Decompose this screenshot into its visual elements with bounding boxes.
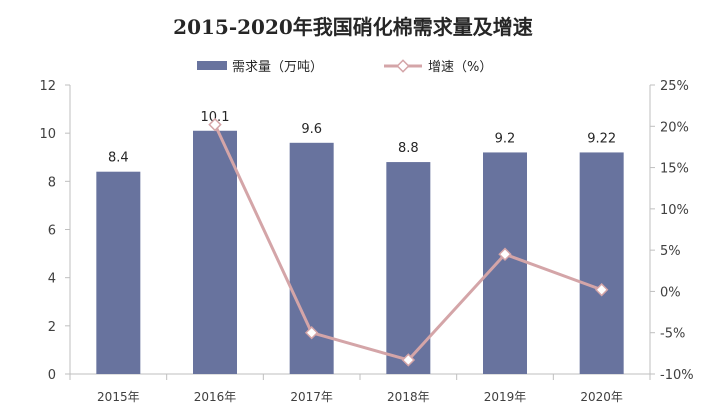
bar-data-label: 8.4	[108, 151, 129, 166]
y-right-tick-label: 20%	[660, 120, 689, 135]
bar-data-label: 8.8	[398, 141, 419, 156]
bar-series: 8.4 10.1 9.6 8.8 9.2 9.22	[96, 110, 624, 374]
y-left-tick-label: 0	[48, 368, 56, 383]
growth-line-series	[208, 117, 609, 367]
y-right-tick-label: 5%	[660, 244, 681, 259]
bar-data-label: 9.2	[495, 131, 516, 146]
legend: 需求量（万吨） 增速（%）	[197, 59, 492, 75]
bar	[193, 130, 237, 374]
growth-marker	[498, 247, 512, 261]
growth-marker	[401, 353, 416, 367]
bar	[483, 152, 527, 374]
y-right-tick-label: 0%	[660, 285, 681, 300]
x-tick-label: 2020年	[580, 390, 623, 404]
chart-title: 2015-2020年我国硝化棉需求量及增速	[173, 15, 533, 39]
bar	[386, 162, 431, 374]
y-right-tick-label: -10%	[660, 368, 694, 383]
x-tick-label: 2015年	[97, 390, 140, 404]
x-tick-label: 2017年	[290, 390, 333, 404]
legend-swatch-growth-marker	[396, 59, 410, 73]
legend-label-demand: 需求量（万吨）	[232, 60, 323, 75]
bar-data-label: 9.22	[587, 131, 616, 146]
y-right-tick-label: 15%	[660, 162, 689, 177]
bar-data-label: 10.1	[201, 110, 230, 125]
y-left-tick-label: 4	[48, 272, 56, 287]
growth-marker	[594, 283, 609, 297]
y-right-tick-label: 25%	[660, 79, 689, 94]
legend-swatch-demand	[197, 61, 227, 70]
legend-label-growth: 增速（%）	[428, 60, 492, 75]
bar-data-label: 9.6	[301, 122, 322, 137]
y-left-tick-label: 6	[48, 224, 56, 239]
bar	[96, 171, 141, 374]
axes: 0 2 4 6 8 10 12 -10% -5% 0% 5% 10% 15% 20% 25% 2015年 201…	[39, 79, 693, 404]
x-tick-label: 2016年	[194, 390, 237, 404]
y-left-tick-label: 8	[48, 175, 56, 190]
y-right-tick-label: 10%	[660, 203, 689, 218]
y-left-tick-label: 2	[48, 320, 56, 335]
y-left-tick-label: 12	[39, 79, 56, 94]
y-right-tick-label: -5%	[660, 327, 685, 342]
growth-marker	[208, 117, 222, 132]
bar	[579, 152, 624, 374]
growth-marker	[304, 325, 319, 340]
y-left-tick-label: 10	[39, 127, 56, 142]
x-tick-label: 2019年	[484, 390, 527, 404]
x-tick-label: 2018年	[387, 390, 430, 404]
